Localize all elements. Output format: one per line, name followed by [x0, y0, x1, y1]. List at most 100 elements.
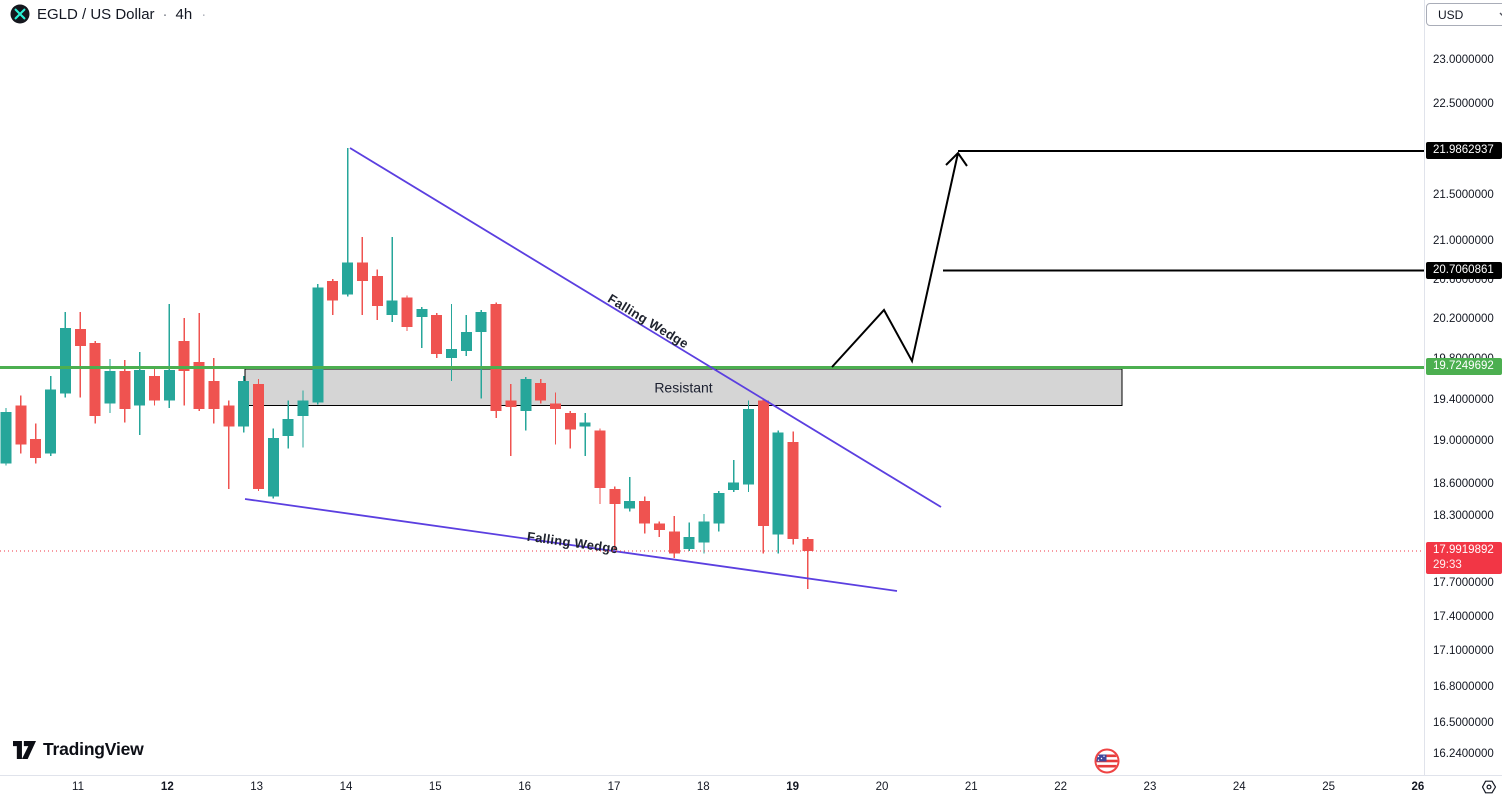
date-tick: 23: [1143, 781, 1157, 793]
price-tick: 16.2400000: [1433, 748, 1494, 761]
candle: [624, 477, 636, 512]
candle: [475, 310, 487, 399]
currency-dropdown[interactable]: USD: [1426, 3, 1502, 26]
candle: [743, 400, 754, 493]
date-tick: 16: [518, 781, 532, 793]
price-line-label: 21.9862937: [1426, 141, 1502, 159]
date-tick: 17: [607, 781, 621, 793]
price-tick: 21.0000000: [1433, 235, 1494, 248]
price-tick: 17.4000000: [1433, 610, 1494, 623]
candle: [490, 302, 502, 419]
candle: [0, 407, 12, 466]
candle: [163, 304, 175, 408]
chevron-down-icon: [1499, 12, 1502, 16]
tradingview-logo[interactable]: TradingView: [13, 739, 144, 760]
price-tick: 23.0000000: [1433, 54, 1494, 66]
candle: [772, 430, 784, 554]
price-chart-canvas[interactable]: Resistant Falling Wedge Falling Wedge: [0, 0, 1424, 775]
date-tick: 19: [786, 781, 800, 793]
candle: [579, 412, 591, 456]
candle: [15, 395, 27, 454]
us-flag-event-icon[interactable]: [1094, 748, 1120, 774]
candle: [683, 522, 695, 552]
candle: [757, 398, 769, 554]
price-tick: 19.0000000: [1433, 435, 1494, 448]
candle: [431, 313, 443, 358]
candle: [356, 236, 368, 316]
resistance-zone-label: Resistant: [654, 379, 712, 395]
candle: [653, 521, 665, 537]
candle: [223, 400, 235, 489]
candle: [312, 283, 324, 405]
projection-arrow[interactable]: [831, 152, 959, 368]
axis-settings-gear-icon[interactable]: [1481, 779, 1497, 795]
bar-countdown: 29:33: [1433, 558, 1462, 571]
candle: [327, 278, 339, 316]
candle: [45, 376, 57, 456]
price-tick: 18.3000000: [1433, 510, 1494, 523]
candle: [297, 390, 309, 448]
candle: [149, 367, 160, 406]
price-line-label: 20.7060861: [1426, 261, 1502, 279]
date-tick: 24: [1232, 781, 1246, 793]
candle: [416, 307, 428, 348]
wedge-lower-trendline-label: Falling Wedge: [526, 529, 619, 557]
candle: [535, 379, 547, 404]
candle: [460, 315, 472, 356]
candle: [609, 486, 621, 549]
price-line-label: 19.7249692: [1426, 358, 1502, 376]
resistance-zone[interactable]: [244, 368, 1123, 407]
date-tick: 21: [964, 781, 978, 793]
price-tick: 21.5000000: [1433, 188, 1494, 201]
candle: [59, 312, 71, 398]
candle: [802, 536, 814, 590]
date-tick: 13: [250, 781, 264, 793]
candle: [134, 351, 146, 435]
candle: [74, 312, 86, 398]
interval-label[interactable]: 4h: [175, 5, 193, 23]
multiversx-logo-icon: [10, 4, 30, 24]
candle: [787, 431, 799, 545]
tradingview-wordmark: TradingView: [43, 739, 144, 759]
date-tick: 26: [1411, 781, 1425, 793]
candle: [282, 400, 294, 449]
date-tick: 20: [875, 781, 889, 793]
candle: [386, 236, 398, 322]
price-tick: 16.5000000: [1433, 716, 1494, 729]
candle: [178, 317, 190, 406]
price-tick: 17.7000000: [1433, 576, 1494, 589]
symbol-legend[interactable]: EGLD / US Dollar · 4h ·: [10, 4, 206, 24]
date-tick: 25: [1322, 781, 1336, 793]
candle: [713, 491, 725, 532]
candle: [698, 513, 710, 554]
date-tick: 18: [696, 781, 710, 793]
candle: [505, 384, 517, 456]
candle: [520, 377, 532, 431]
time-axis[interactable]: 11 12 13 14 15 16 17 18 19 20 21 22 23 24 25 26: [0, 775, 1502, 796]
tradingview-glyph-icon: [13, 740, 36, 759]
candle: [371, 269, 383, 320]
candle: [594, 428, 606, 505]
candle: [193, 313, 205, 411]
price-tick: 22.5000000: [1433, 97, 1494, 110]
candle: [238, 376, 250, 433]
candle: [668, 515, 680, 558]
currency-value: USD: [1438, 7, 1464, 22]
candle: [89, 340, 101, 424]
candle: [564, 410, 576, 449]
wedge-lower-trendline[interactable]: [244, 498, 898, 592]
symbol-title[interactable]: EGLD / US Dollar: [37, 5, 155, 23]
date-tick: 22: [1054, 781, 1068, 793]
wedge-upper-trendline-label: Falling Wedge: [605, 291, 691, 351]
candle: [267, 428, 279, 499]
candle: [401, 295, 413, 331]
candle: [728, 460, 740, 493]
candle: [119, 359, 131, 423]
price-axis[interactable]: 23.0000000 22.5000000 21.5000000 21.0000000…: [1424, 0, 1502, 775]
wedge-upper-trendline[interactable]: [349, 147, 942, 508]
current-price-label: 17.9919892 29:33: [1426, 541, 1502, 574]
price-tick: 17.1000000: [1433, 645, 1494, 658]
title-trailing-dot: ·: [201, 5, 207, 23]
price-tick: 16.8000000: [1433, 680, 1494, 693]
